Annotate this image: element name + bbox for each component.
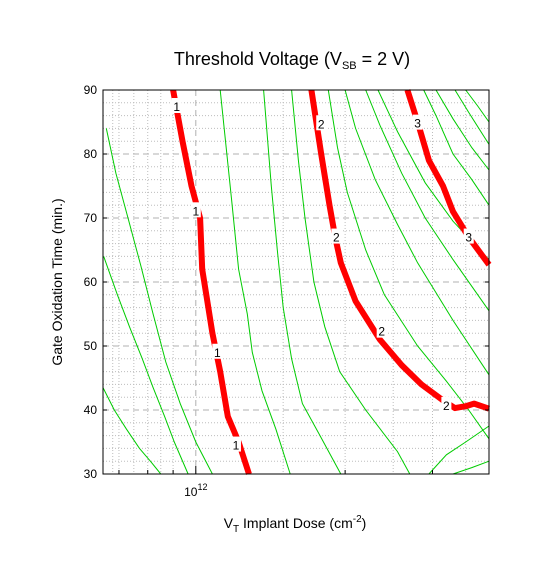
contour-labels: 1 1 1 1 2 2 2 2 3 3 (171, 98, 474, 453)
y-tick-label: 80 (84, 147, 98, 161)
contour-label-1: 1 (173, 100, 180, 114)
contour-label-background (190, 202, 201, 218)
contour-label-2: 2 (318, 117, 325, 131)
contour-label-background (441, 396, 452, 412)
contour-line-unlabeled (423, 89, 490, 206)
contour-label-3: 3 (414, 117, 421, 131)
contour-line-unlabeled (102, 387, 162, 475)
y-tick-label: 50 (84, 339, 98, 353)
x-axis-label-tail: Implant Dose (cm (239, 515, 353, 531)
contour-line-unlabeled (219, 89, 291, 475)
contour-line-unlabeled (105, 128, 213, 475)
contour-label-background (331, 228, 342, 244)
x-tick-label-base: 10 (184, 485, 198, 499)
contour-label-background (376, 322, 387, 338)
contour-label-2: 2 (378, 325, 385, 339)
contour-label-background (316, 115, 327, 131)
x-axis-label-main: V (224, 515, 234, 531)
x-axis-label-end: ) (362, 515, 367, 531)
x-axis-label-sub: T (233, 524, 239, 535)
unlabeled-contours (102, 89, 490, 475)
contour-label-background (230, 436, 241, 452)
contour-label-1: 1 (233, 439, 240, 453)
contour-line-2 (308, 89, 490, 412)
contour-label-background (212, 343, 223, 359)
contour-line-unlabeled (454, 89, 490, 145)
contour-label-1: 1 (214, 346, 221, 360)
x-tick-label: 1012 (184, 482, 207, 499)
y-tick-label: 30 (84, 467, 98, 481)
contour-line-unlabeled (428, 425, 490, 475)
chart-title: Threshold Voltage (VSB = 2 V) (174, 49, 410, 72)
contour-line-unlabeled (344, 89, 490, 376)
contour-line-unlabeled (435, 89, 490, 171)
y-tick-label: 60 (84, 275, 98, 289)
contour-line-unlabeled (365, 89, 490, 312)
x-axis-ticks: 1012 (118, 466, 433, 499)
y-axis-label: Gate Oxidation Time (min.) (49, 198, 65, 365)
chart-title-sub: SB (342, 60, 357, 72)
contour-line-unlabeled (263, 89, 342, 475)
contour-line-1 (170, 89, 252, 475)
contour-line-unlabeled (327, 89, 490, 440)
chart-title-main: Threshold Voltage (V (174, 49, 342, 69)
contour-label-2: 2 (443, 399, 450, 413)
grid (103, 90, 489, 474)
x-axis-label-sup: -2 (353, 514, 362, 525)
contour-label-background (412, 114, 423, 130)
y-axis-ticks: 30 40 50 60 70 80 90 (84, 83, 489, 481)
contour-line-unlabeled (465, 89, 490, 123)
labeled-contours (170, 89, 492, 475)
y-tick-label: 40 (84, 403, 98, 417)
x-tick-label-exponent: 12 (197, 482, 207, 492)
contour-line-unlabeled (452, 460, 490, 475)
contour-label-background (171, 98, 182, 113)
contour-label-background (463, 228, 474, 244)
contour-label-3: 3 (465, 231, 472, 245)
contour-line-unlabeled (103, 256, 189, 475)
y-tick-label: 90 (84, 83, 98, 97)
contour-line-unlabeled (291, 89, 411, 475)
contour-label-2: 2 (333, 231, 340, 245)
x-axis-label: VT Implant Dose (cm-2) (224, 514, 367, 535)
contour-label-1: 1 (192, 204, 199, 218)
y-tick-label: 70 (84, 211, 98, 225)
chart-title-tail: = 2 V) (357, 49, 411, 69)
